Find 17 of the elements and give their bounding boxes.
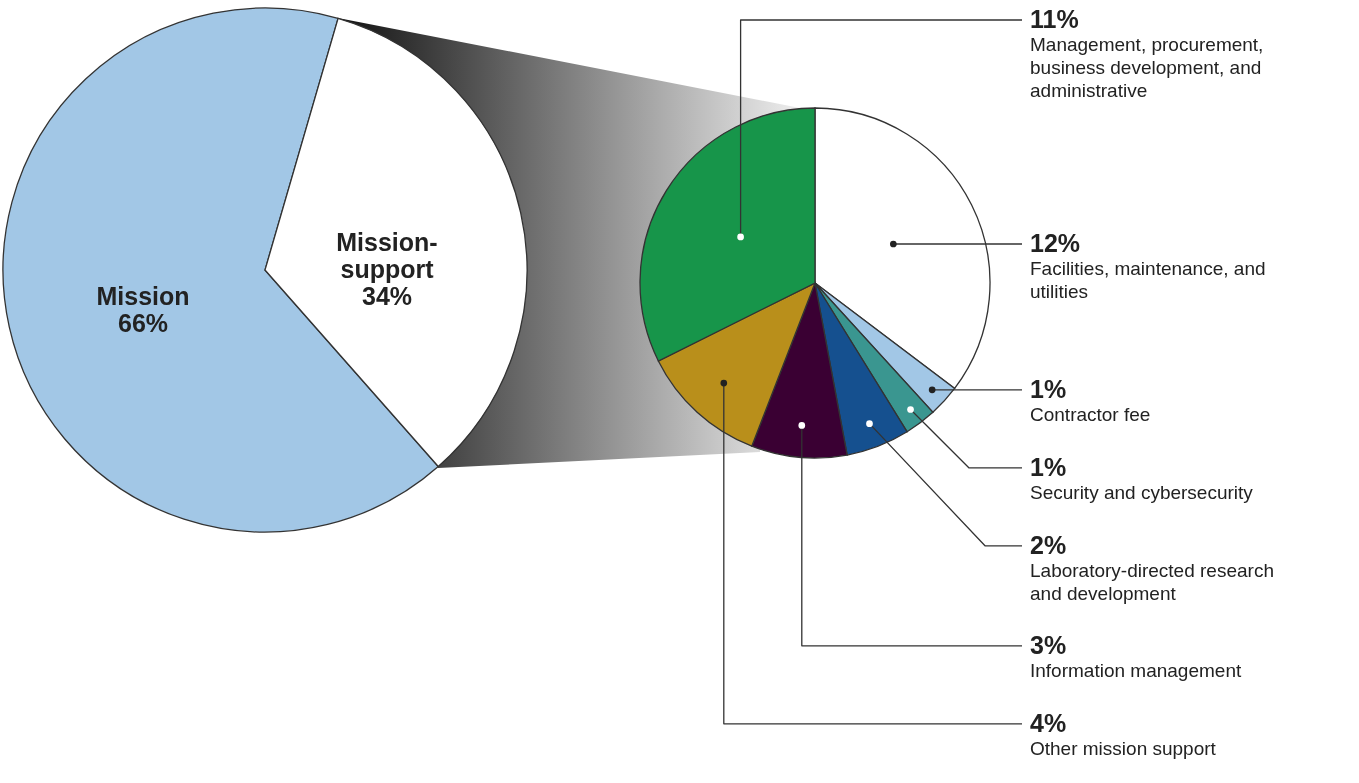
slice-label: Contractor fee bbox=[1030, 403, 1151, 425]
slice-label: Mission bbox=[96, 282, 190, 311]
data-label: 11% bbox=[1030, 5, 1079, 33]
data-label: 12% bbox=[1030, 229, 1081, 257]
data-label: 1% bbox=[1030, 374, 1067, 403]
data-label: 1% bbox=[1030, 452, 1067, 481]
slice-label: Information management bbox=[1030, 659, 1242, 681]
data-label: 3% bbox=[1030, 630, 1067, 659]
slice-label: Management, procurement, business development, and administrative bbox=[1030, 34, 1264, 101]
slice-label: Other mission support bbox=[1030, 737, 1217, 759]
slice-label: Security and cybersecurity bbox=[1030, 481, 1254, 503]
data-label: 66% bbox=[117, 309, 169, 338]
slice-label: Facilities, maintenance, and utilities bbox=[1030, 258, 1266, 302]
slice-label: Mission-support bbox=[336, 227, 438, 283]
data-label: 4% bbox=[1030, 708, 1067, 737]
slice-label: Laboratory-directed research and development bbox=[1030, 559, 1274, 604]
data-label: 2% bbox=[1030, 530, 1067, 559]
